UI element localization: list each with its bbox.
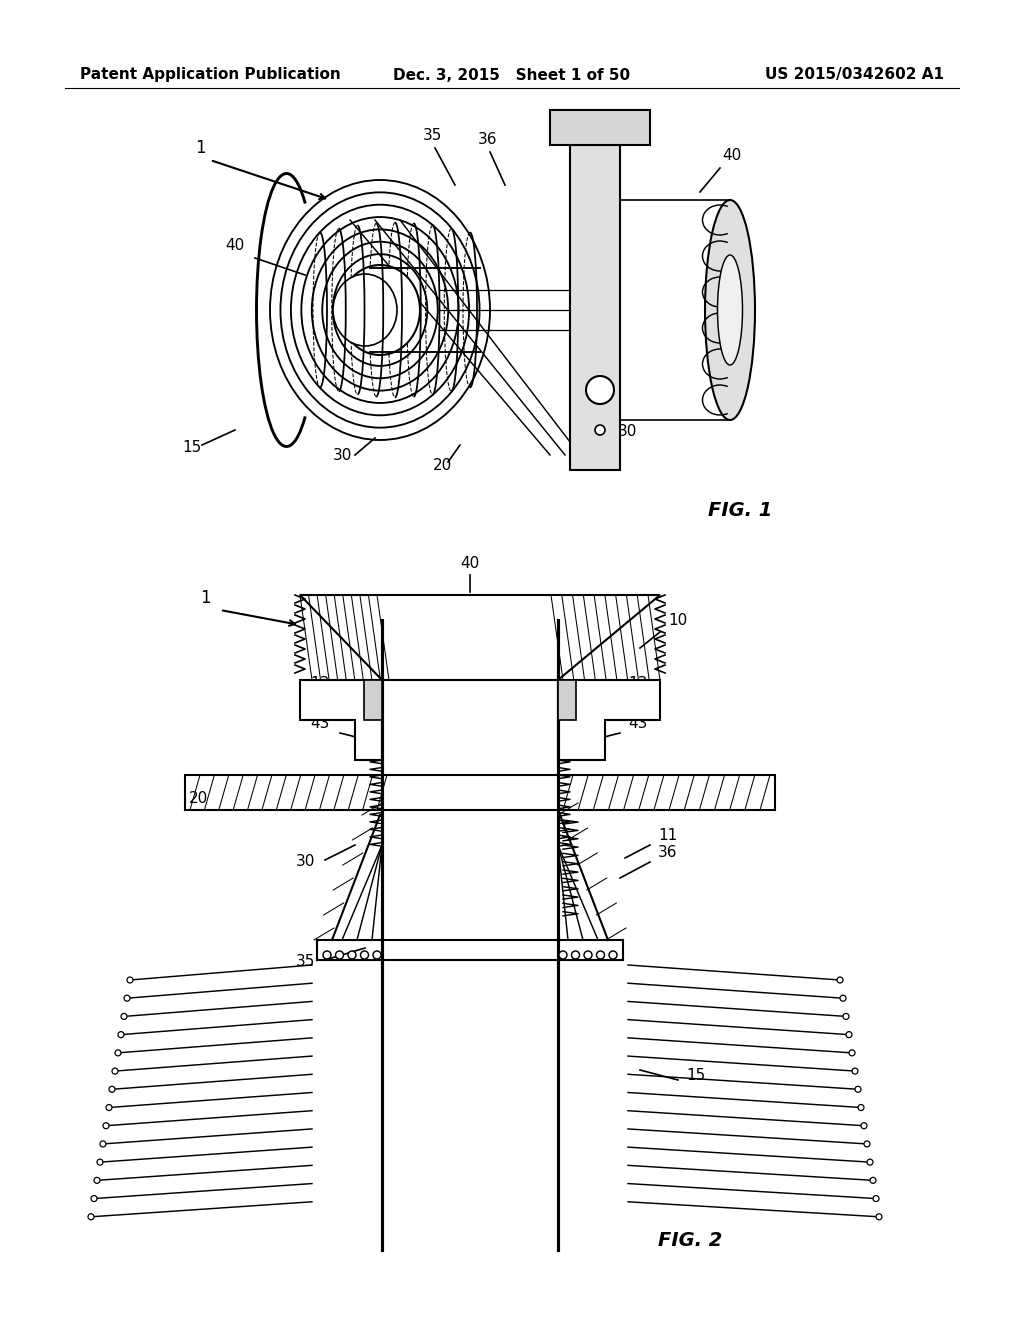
Circle shape	[106, 1105, 112, 1110]
Text: 40: 40	[722, 148, 741, 162]
Text: 20: 20	[432, 458, 452, 473]
Circle shape	[112, 1068, 118, 1074]
Text: 20: 20	[188, 791, 208, 807]
Text: 36: 36	[478, 132, 498, 147]
Text: 30: 30	[333, 447, 351, 463]
Text: 40: 40	[225, 238, 245, 253]
Circle shape	[124, 995, 130, 1001]
Text: 36: 36	[658, 845, 678, 861]
Text: 15: 15	[182, 440, 202, 455]
Bar	[364, 680, 382, 719]
Text: 11: 11	[658, 828, 677, 843]
Circle shape	[100, 1140, 106, 1147]
Circle shape	[88, 1214, 94, 1220]
Circle shape	[584, 950, 592, 960]
Text: 30: 30	[296, 854, 315, 869]
Text: 30: 30	[618, 424, 637, 440]
Circle shape	[559, 950, 567, 960]
Circle shape	[849, 1049, 855, 1056]
Polygon shape	[300, 680, 382, 760]
Text: 20: 20	[591, 120, 609, 135]
Text: FIG. 1: FIG. 1	[708, 500, 772, 520]
Text: 40: 40	[461, 556, 479, 572]
Text: Dec. 3, 2015   Sheet 1 of 50: Dec. 3, 2015 Sheet 1 of 50	[393, 67, 631, 82]
Circle shape	[91, 1196, 97, 1201]
Circle shape	[595, 425, 605, 436]
Circle shape	[109, 1086, 115, 1092]
Circle shape	[843, 1014, 849, 1019]
Text: 1: 1	[195, 139, 206, 157]
Text: US 2015/0342602 A1: US 2015/0342602 A1	[765, 67, 944, 82]
Circle shape	[852, 1068, 858, 1074]
Circle shape	[323, 950, 331, 960]
Circle shape	[867, 1159, 873, 1166]
Circle shape	[861, 1123, 867, 1129]
Polygon shape	[300, 595, 660, 680]
Circle shape	[94, 1177, 100, 1183]
Bar	[558, 680, 575, 719]
Circle shape	[586, 376, 614, 404]
Text: 13: 13	[628, 676, 647, 690]
Circle shape	[571, 950, 580, 960]
Ellipse shape	[340, 265, 420, 355]
Polygon shape	[558, 680, 660, 760]
Circle shape	[837, 977, 843, 983]
Polygon shape	[570, 145, 620, 470]
Circle shape	[373, 950, 381, 960]
Circle shape	[97, 1159, 103, 1166]
Circle shape	[121, 1014, 127, 1019]
Text: 43: 43	[310, 715, 330, 731]
Circle shape	[858, 1105, 864, 1110]
Circle shape	[115, 1049, 121, 1056]
Text: 1: 1	[200, 589, 210, 607]
Text: 10: 10	[668, 612, 687, 628]
Text: 35: 35	[296, 954, 315, 969]
Ellipse shape	[718, 255, 742, 366]
Ellipse shape	[705, 201, 755, 420]
Circle shape	[846, 1032, 852, 1038]
Bar	[185, 775, 775, 810]
Text: 35: 35	[423, 128, 442, 143]
Circle shape	[855, 1086, 861, 1092]
Circle shape	[118, 1032, 124, 1038]
Polygon shape	[550, 110, 650, 145]
Circle shape	[348, 950, 356, 960]
Circle shape	[876, 1214, 882, 1220]
Circle shape	[864, 1140, 870, 1147]
Ellipse shape	[333, 275, 397, 346]
Circle shape	[360, 950, 369, 960]
Circle shape	[597, 950, 604, 960]
Text: 13: 13	[310, 676, 330, 690]
Circle shape	[870, 1177, 876, 1183]
Circle shape	[873, 1196, 879, 1201]
Text: FIG. 2: FIG. 2	[657, 1230, 722, 1250]
Circle shape	[609, 950, 617, 960]
Circle shape	[103, 1123, 109, 1129]
Circle shape	[336, 950, 343, 960]
Text: Patent Application Publication: Patent Application Publication	[80, 67, 341, 82]
Circle shape	[127, 977, 133, 983]
Text: 15: 15	[686, 1068, 706, 1082]
Text: 43: 43	[628, 715, 647, 731]
Circle shape	[840, 995, 846, 1001]
